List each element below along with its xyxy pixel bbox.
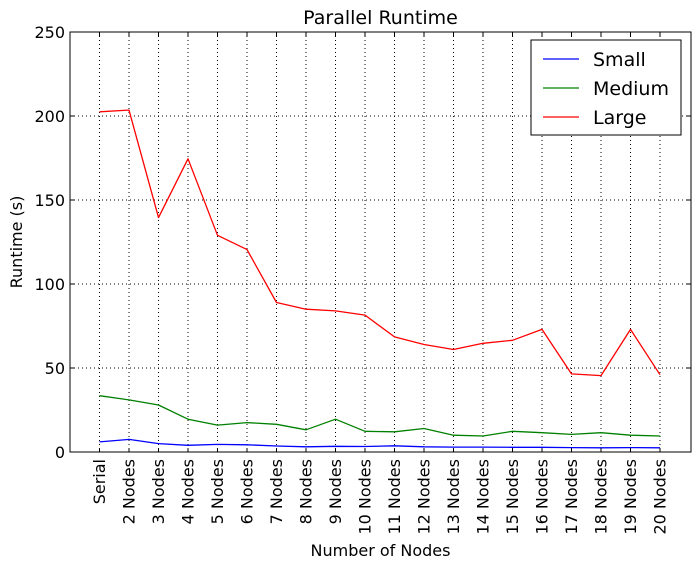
x-tick-label: 16 Nodes <box>533 459 552 535</box>
x-tick-label: 3 Nodes <box>149 459 168 524</box>
series-line-medium <box>99 395 661 437</box>
x-tick-label: 20 Nodes <box>651 459 670 535</box>
legend-label-small: Small <box>593 49 646 71</box>
x-tick-label: 11 Nodes <box>385 459 404 535</box>
x-tick-label: 9 Nodes <box>326 459 345 524</box>
plot-frame <box>69 31 692 453</box>
x-tick-label: 10 Nodes <box>356 459 375 535</box>
x-tick-label: 19 Nodes <box>621 459 640 535</box>
x-axis-label: Number of Nodes <box>311 541 451 560</box>
x-tick-label: 2 Nodes <box>120 459 139 524</box>
y-tick-label: 50 <box>45 359 65 378</box>
legend-label-large: Large <box>593 107 646 129</box>
y-tick-label: 0 <box>55 443 65 462</box>
x-tick-label: 13 Nodes <box>444 459 463 535</box>
y-tick-label: 150 <box>34 191 65 210</box>
y-axis-label: Runtime (s) <box>7 196 26 289</box>
series-line-small <box>99 438 661 449</box>
series-lines <box>99 109 661 449</box>
x-tick-label: 4 Nodes <box>179 459 198 524</box>
x-tick-label: 5 Nodes <box>208 459 227 524</box>
x-tick-label: 8 Nodes <box>297 459 316 524</box>
x-tick-label: 17 Nodes <box>562 459 581 535</box>
legend: Small Medium Large <box>530 39 682 136</box>
x-tick-label: 18 Nodes <box>592 459 611 535</box>
series-line-large <box>99 109 661 377</box>
legend-label-medium: Medium <box>593 78 669 100</box>
y-tick-label: 100 <box>34 275 65 294</box>
y-tick-label: 250 <box>34 23 65 42</box>
y-tick-label: 200 <box>34 107 65 126</box>
x-tick-label: Serial <box>90 459 109 504</box>
x-tick-label: 12 Nodes <box>415 459 434 535</box>
x-tick-label: 7 Nodes <box>267 459 286 524</box>
x-tick-label: 15 Nodes <box>503 459 522 535</box>
ticks: Serial 2 Nodes 3 Nodes 4 Nodes 5 Nodes 6 Node… <box>34 23 691 535</box>
x-tick-label: 14 Nodes <box>474 459 493 535</box>
x-tick-label: 6 Nodes <box>238 459 257 524</box>
chart-title: Parallel Runtime <box>303 7 458 29</box>
